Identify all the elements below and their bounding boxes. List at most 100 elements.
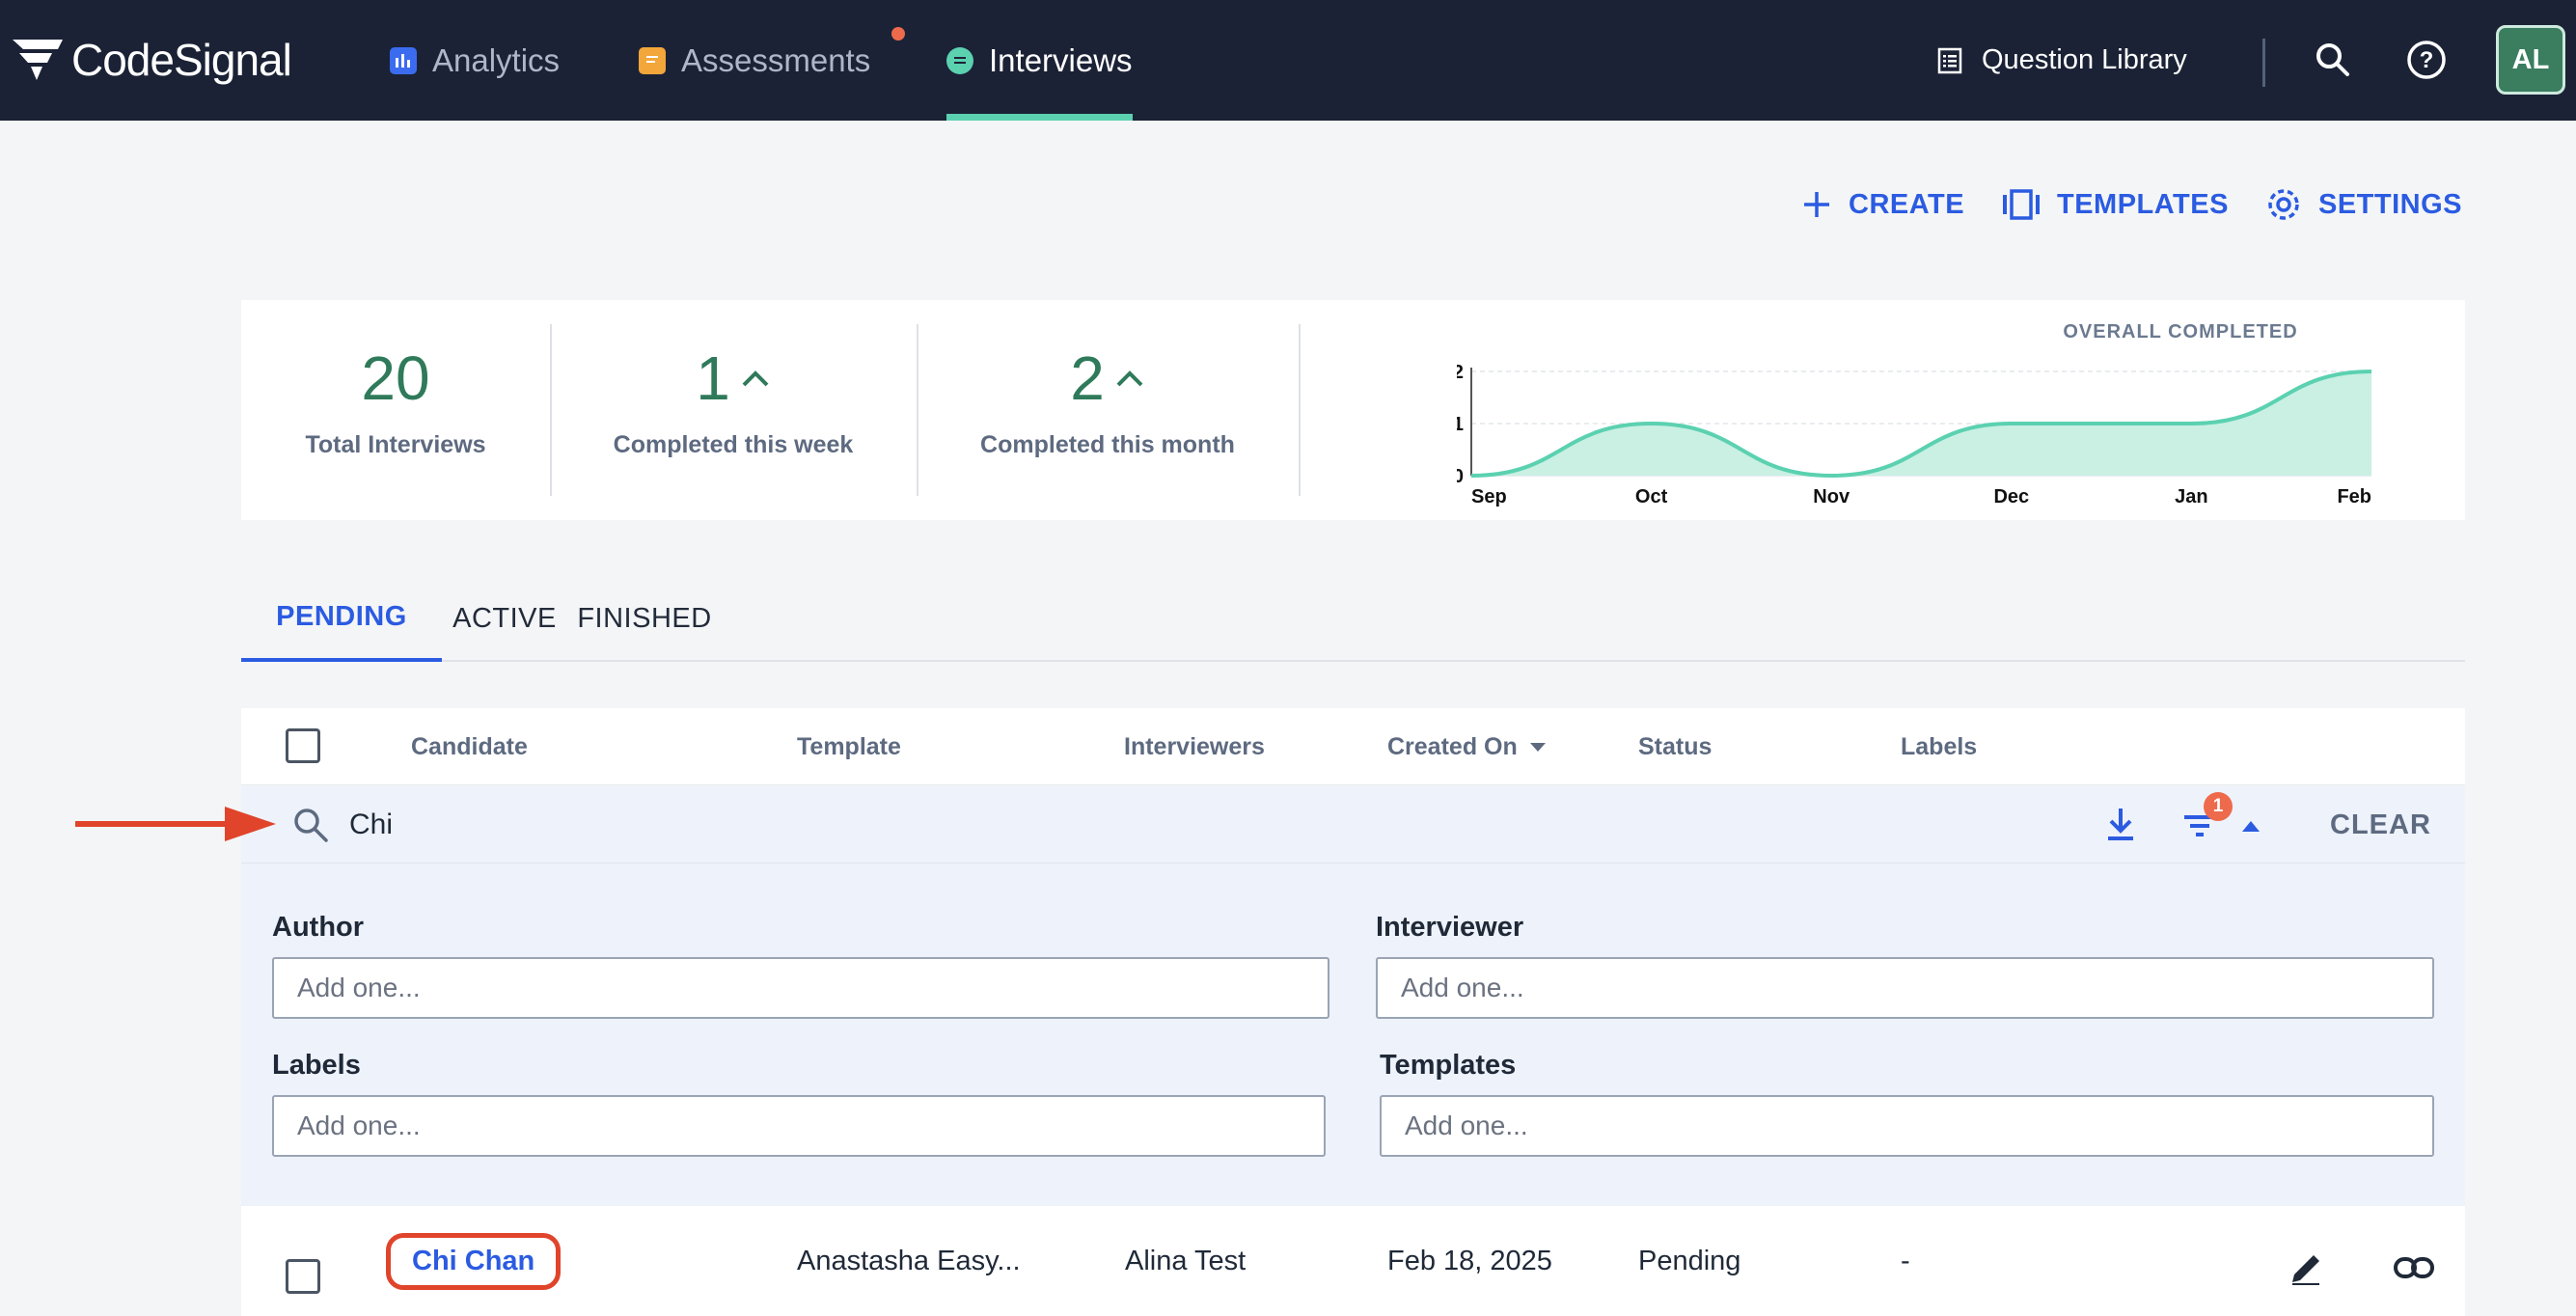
template-cell: Anastasha Easy... [797,1245,1021,1276]
templates-icon [2003,189,2040,220]
search-input[interactable] [349,786,1796,864]
edit-icon[interactable] [2287,1249,2325,1288]
tab-finished[interactable]: FINISHED [577,602,712,634]
clipboard-icon [639,46,666,74]
sort-desc-icon [1529,743,1546,752]
nav-tab-assessments[interactable]: Assessments [639,0,870,121]
chart-title: OVERALL COMPLETED [2063,321,2298,343]
column-label: Created On [1387,732,1518,760]
link-icon[interactable] [2393,1254,2435,1281]
column-created-on[interactable]: Created On [1387,708,1547,785]
interviewer-label: Interviewer [1376,912,1524,943]
stat-completed-month: 2 Completed this month [917,300,1299,520]
create-button[interactable]: CREATE [1800,183,1964,226]
search-button[interactable] [2310,37,2356,83]
stats-card: 20 Total Interviews 1 Completed this wee… [241,300,2465,520]
help-icon: ? [2407,41,2446,79]
download-icon[interactable] [2103,806,2138,844]
interviewer-input[interactable] [1376,957,2434,1019]
bar-chart-icon [390,46,417,74]
tab-active[interactable]: ACTIVE [452,602,557,634]
stat-divider [550,324,552,496]
y-tick-label: 1 [1457,414,1464,435]
x-tick-label: Sep [1471,486,1507,507]
author-input[interactable] [272,957,1329,1019]
nav-tab-label: Analytics [432,41,561,78]
series-line [1470,370,2372,479]
filter-panel: Author Interviewer Labels Templates [241,864,2465,1206]
column-interviewers[interactable]: Interviewers [1124,732,1265,760]
interviewers-cell: Alina Test [1125,1245,1247,1276]
templates-input[interactable] [1380,1095,2434,1157]
templates-button[interactable]: TEMPLATES [2001,183,2229,226]
labels-cell: - [1901,1245,1910,1276]
stat-label: Total Interviews [305,431,486,458]
stat-completed-week: 1 Completed this week [550,300,917,520]
notification-dot [891,27,905,41]
column-status[interactable]: Status [1638,732,1713,760]
x-tick-label: Jan [2175,486,2207,507]
x-tick-label: Dec [1993,486,2029,507]
nav-tab-label: Assessments [681,41,871,78]
annotation-arrow-icon [75,807,276,841]
help-button[interactable]: ? [2403,37,2450,83]
select-all-checkbox[interactable] [286,728,320,763]
templates-filter-label: Templates [1380,1050,1517,1081]
x-tick-label: Nov [1813,486,1850,507]
search-icon [294,809,328,842]
stat-value: 2 [1070,343,1105,413]
candidate-link[interactable]: Chi Chan [386,1232,562,1290]
overall-completed-chart: 0 1 2 Sep Oct Nov Dec Jan Feb [1457,362,2372,507]
labels-input[interactable] [272,1095,1326,1157]
author-label: Author [272,912,365,943]
column-labels[interactable]: Labels [1901,732,1978,760]
candidate-cell: Chi Chan [386,1206,562,1316]
user-avatar[interactable]: AL [2496,25,2565,95]
caret-up-icon [2242,821,2260,832]
nav-tab-interviews[interactable]: Interviews [946,0,1133,121]
clear-filters-button[interactable]: CLEAR [2330,809,2431,840]
stat-divider [917,324,918,496]
x-tick-label: Feb [2337,486,2371,507]
column-template[interactable]: Template [797,732,901,760]
filter-count-badge: 1 [2204,792,2233,821]
codesignal-logo-icon [13,40,63,80]
series-area [1471,371,2371,476]
brand-logo[interactable]: CodeSignal [10,29,292,91]
list-icon [1937,47,1962,73]
brand-name: CodeSignal [71,35,292,85]
settings-button[interactable]: SETTINGS [2264,183,2462,226]
chevron-up-icon [742,370,769,387]
row-checkbox[interactable] [286,1259,320,1294]
top-nav: CodeSignal Analytics Assessments Intervi… [0,0,2576,121]
filter-toggle-button[interactable]: 1 [2180,792,2261,850]
x-tick-label: Oct [1635,486,1668,507]
tab-pending[interactable]: PENDING [241,575,442,662]
svg-text:?: ? [2420,47,2434,73]
status-tabs: PENDING ACTIVE FINISHED [241,575,2465,662]
question-library-link[interactable]: Question Library [1937,0,2187,121]
table-header: Candidate Template Interviewers Created … [241,708,2465,785]
stat-total-interviews: 20 Total Interviews [241,300,550,520]
status-cell: Pending [1638,1245,1741,1276]
table-row[interactable]: Chi Chan Anastasha Easy... Alina Test Fe… [241,1206,2465,1316]
chat-icon [946,46,973,74]
nav-tab-analytics[interactable]: Analytics [390,0,560,121]
create-label: CREATE [1849,188,1965,220]
nav-divider [2262,39,2265,87]
column-candidate[interactable]: Candidate [411,732,528,760]
stat-divider [1299,324,1301,496]
search-icon [2316,43,2349,76]
stat-label: Completed this week [613,431,854,458]
plus-icon [1804,192,1829,217]
filter-bar: 1 CLEAR [241,786,2465,864]
question-library-label: Question Library [1982,44,2187,75]
y-tick-label: 2 [1457,362,1464,383]
created-on-cell: Feb 18, 2025 [1387,1245,1552,1276]
y-tick-label: 0 [1457,466,1464,487]
nav-tab-label: Interviews [989,41,1133,78]
stat-label: Completed this month [980,431,1235,458]
labels-label: Labels [272,1050,361,1081]
gear-icon [2268,189,2299,220]
templates-label: TEMPLATES [2057,188,2229,220]
